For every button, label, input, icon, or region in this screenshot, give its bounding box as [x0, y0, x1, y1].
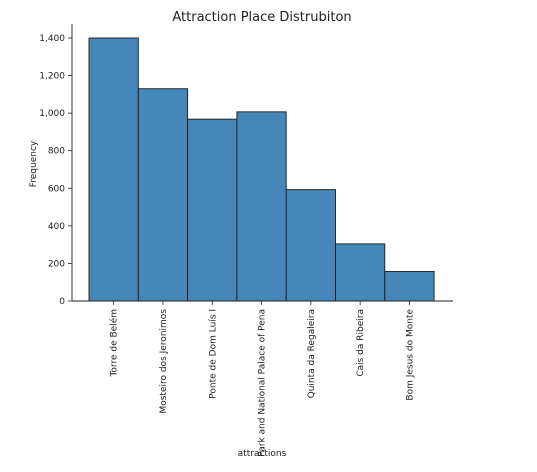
x-tick-label: Bom Jesus do Monte [405, 309, 415, 401]
y-ticks-layer: 0 200 400 600 800 1,000 1,200 1,400 [39, 34, 72, 307]
x-tick-label: Quinta da Regaleira [307, 309, 317, 398]
chart-title: Attraction Place Distrubiton [172, 10, 351, 25]
x-tick-label: Mosteiro dos Jeronimos [159, 309, 169, 414]
y-tick-label: 800 [48, 147, 65, 157]
y-tick-label: 1,400 [39, 34, 65, 44]
bar-1 [88, 37, 139, 302]
bar-4 [236, 111, 287, 302]
bars-layer [88, 37, 435, 302]
y-tick-label: 600 [48, 184, 65, 194]
x-tick-label: Ponte de Dom Luís I [208, 309, 218, 399]
y-tick-label: 0 [59, 297, 65, 307]
x-axis-label: attractions [238, 449, 287, 459]
bar-2 [137, 88, 189, 302]
x-tick-label: Cais da Ribeira [356, 309, 366, 377]
y-tick-label: 400 [48, 222, 65, 232]
y-tick-label: 1,000 [39, 109, 65, 119]
y-tick-label: 1,200 [39, 72, 65, 82]
x-tick-label: Park and National Palace of Pena [258, 309, 268, 457]
x-ticks-layer: Torre de Belém Mosteiro dos Jeronimos Pont… [109, 301, 415, 457]
bar-3 [187, 118, 238, 302]
bar-6 [335, 243, 386, 302]
x-tick-label: Torre de Belém [109, 309, 120, 378]
y-axis-label: Frequency [29, 140, 39, 187]
bar-7 [384, 271, 435, 302]
y-tick-label: 200 [48, 259, 65, 269]
bar-5 [285, 189, 336, 302]
